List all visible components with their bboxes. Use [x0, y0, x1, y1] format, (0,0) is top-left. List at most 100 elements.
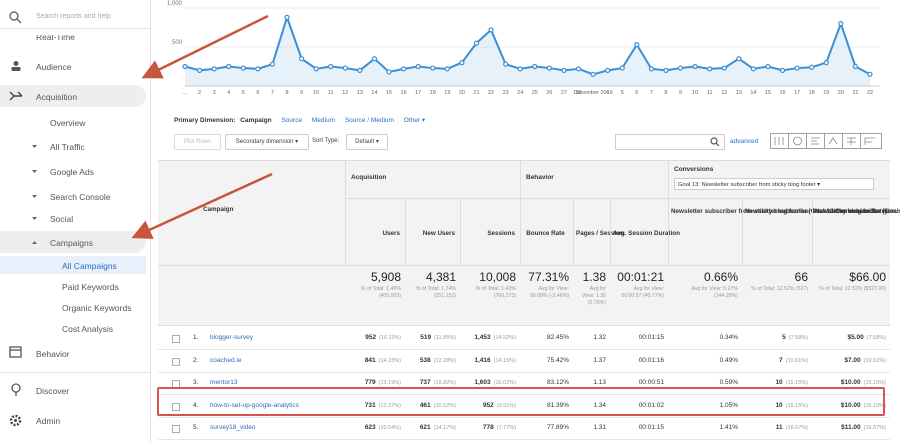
- cell-value: 77.89%: [546, 424, 569, 431]
- row-checkbox[interactable]: [172, 335, 180, 343]
- cell-value: 1.37: [593, 356, 606, 364]
- campaign-link[interactable]: how-to-set-up-google-analytics: [210, 401, 299, 409]
- row-rule: [158, 416, 890, 418]
- cell-percent: (15.15%): [863, 380, 886, 386]
- x-tick-label: 21: [473, 90, 479, 96]
- table-search[interactable]: [615, 134, 725, 150]
- x-tick-label: 20: [459, 90, 465, 96]
- column-header[interactable]: Campaign: [203, 206, 234, 213]
- search-input[interactable]: Search reports and help: [36, 13, 111, 20]
- cell: 1.41%: [668, 424, 738, 431]
- row-checkbox[interactable]: [172, 357, 180, 366]
- point: [590, 71, 596, 77]
- nav-item[interactable]: Campaigns: [50, 238, 93, 248]
- cell-percent: (14.17%): [433, 425, 456, 431]
- cell: 1,603 (16.02%): [460, 379, 516, 386]
- point: [313, 66, 319, 72]
- nav-item[interactable]: Search Console: [50, 192, 111, 202]
- column-header[interactable]: Avg. Session Duration: [613, 230, 680, 237]
- point: [255, 66, 261, 72]
- cell-value: 461: [419, 401, 431, 409]
- column-header[interactable]: Bounce Rate: [526, 230, 565, 237]
- row-index: 1.: [193, 334, 199, 341]
- column-header[interactable]: Sessions: [487, 230, 515, 237]
- caret: [32, 170, 37, 173]
- nav-item[interactable]: Paid Keywords: [62, 282, 119, 292]
- dimension-link[interactable]: Other ▾: [403, 117, 426, 124]
- x-tick-label: 21: [852, 90, 858, 96]
- column-header[interactable]: New Users: [422, 230, 455, 237]
- advanced-link[interactable]: advanced: [730, 138, 759, 145]
- cell-value: 1,453: [474, 334, 491, 341]
- campaign-link[interactable]: mentor13: [210, 379, 238, 386]
- row-index: 5.: [193, 424, 199, 431]
- dimension-active[interactable]: Campaign: [240, 117, 272, 124]
- cell: $10.00 (15.15%): [812, 379, 886, 386]
- cell: 952 (9.51%): [460, 402, 516, 409]
- x-tick-label: 12: [342, 90, 348, 96]
- point: [546, 65, 552, 71]
- acquisition-icon: [9, 91, 23, 101]
- point: [605, 67, 611, 74]
- x-tick-label: 19: [444, 90, 450, 96]
- nav-item[interactable]: Real-Time: [36, 32, 75, 42]
- x-tick-label: 13: [736, 90, 742, 96]
- cell-value: 1.41%: [719, 424, 738, 431]
- sort-type-select[interactable]: Default ▾: [346, 134, 388, 150]
- cell: $11.00 (16.67%): [812, 424, 886, 431]
- campaign-link[interactable]: survey18_video: [210, 424, 256, 431]
- total-note: Avg for View: 1.35 (2.76%): [581, 286, 606, 306]
- row-checkbox[interactable]: [172, 425, 180, 433]
- plot-rows-button[interactable]: Plot Rows: [174, 134, 221, 150]
- column-header[interactable]: Pages / Session: [576, 230, 624, 237]
- y-tick-label: 500: [172, 40, 183, 46]
- x-tick-label: 24: [517, 90, 523, 96]
- cell-percent: (15.15%): [785, 380, 808, 386]
- secondary-dimension-select[interactable]: Secondary dimension ▾: [225, 134, 309, 150]
- dimension-link[interactable]: Medium: [311, 117, 336, 124]
- nav-item[interactable]: All Traffic: [50, 142, 85, 152]
- point: [473, 40, 480, 46]
- caret: [32, 145, 37, 148]
- x-tick-label: 19: [823, 90, 829, 96]
- nav-item[interactable]: Cost Analysis: [62, 324, 114, 334]
- point: [430, 65, 436, 71]
- nav-item[interactable]: Audience: [36, 62, 72, 72]
- nav-item[interactable]: Social: [50, 214, 74, 224]
- nav-item[interactable]: Admin: [36, 416, 61, 426]
- column-header[interactable]: Newsletter subscriber from sticky blog f…: [815, 208, 900, 215]
- cell-value: 11: [775, 424, 783, 431]
- column-header[interactable]: Users: [382, 230, 400, 237]
- cell-value: 00:01:16: [638, 356, 664, 364]
- cell-value: $7.00: [844, 356, 861, 364]
- row-checkbox[interactable]: [172, 402, 180, 411]
- nav-item[interactable]: All Campaigns: [62, 261, 117, 271]
- divider: [0, 372, 150, 373]
- nav-highlight: [0, 85, 146, 107]
- cell-percent: (12.28%): [433, 357, 456, 364]
- dimension-link[interactable]: Source: [281, 117, 303, 124]
- divider: [0, 28, 150, 29]
- primary-dimension: Primary Dimension: Campaign Source Mediu…: [174, 116, 425, 124]
- nav-item[interactable]: Behavior: [36, 349, 70, 359]
- column-header[interactable]: Newsletter subscriber from sticky blog f…: [745, 208, 900, 215]
- goal-select[interactable]: Goal 13: Newsletter subscriber from stic…: [674, 178, 874, 190]
- nav-item[interactable]: Discover: [36, 386, 70, 396]
- campaign-link[interactable]: coached.ie: [210, 356, 242, 364]
- cell-value: 621: [419, 424, 431, 431]
- total-note: % of Total: 12.52% (527): [751, 286, 808, 292]
- nav-item[interactable]: Acquisition: [36, 92, 78, 102]
- x-tick-label: 4: [606, 90, 609, 96]
- dimension-link[interactable]: Source / Medium: [344, 117, 394, 124]
- campaign-link[interactable]: blogger-survey: [210, 334, 253, 341]
- row-index: 3.: [193, 379, 199, 386]
- nav-item[interactable]: Overview: [50, 118, 86, 128]
- cell: 83.12%: [520, 379, 569, 386]
- column-header[interactable]: Newsletter subscriber from sticky blog f…: [671, 208, 887, 216]
- nav-item[interactable]: Google Ads: [50, 167, 94, 177]
- cell-value: 1.05%: [719, 401, 738, 409]
- nav-item[interactable]: Organic Keywords: [62, 303, 132, 313]
- cell-value: 0.34%: [719, 334, 738, 341]
- col-divider: [812, 198, 813, 265]
- cell: 5 (7.58%): [742, 334, 808, 341]
